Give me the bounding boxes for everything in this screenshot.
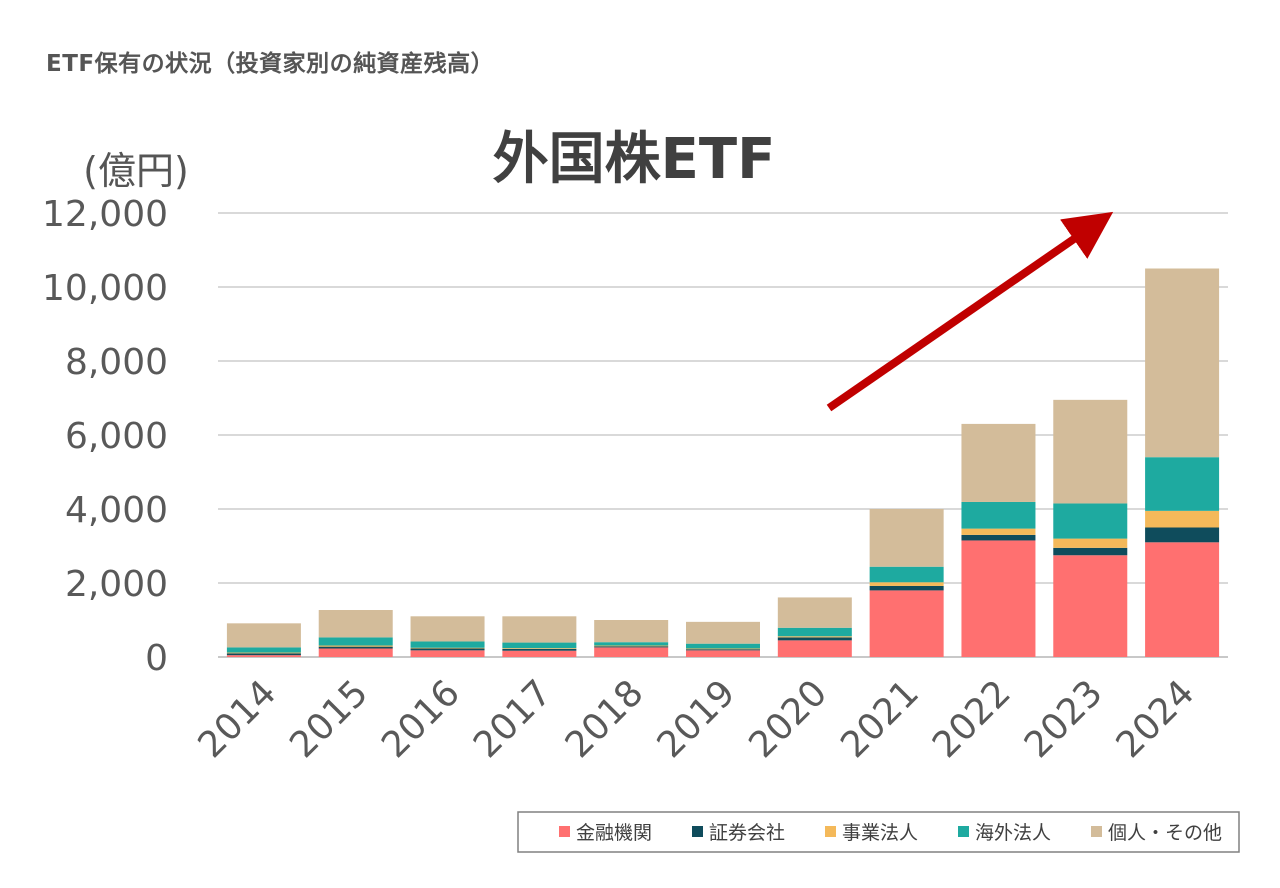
x-tick-label: 2015 [282, 672, 376, 766]
bar-segment [502, 648, 577, 651]
x-tick-label: 2019 [650, 672, 744, 766]
bar-segment [961, 534, 1036, 541]
bar-segment [502, 616, 577, 643]
x-tick-label: 2020 [741, 672, 835, 766]
legend-label: 証券会社 [709, 822, 785, 844]
bar-segment [686, 621, 760, 644]
x-tick-label: 2017 [466, 672, 560, 766]
bar-segment [318, 646, 393, 649]
bar-segment [1053, 503, 1128, 539]
bar-segment [1145, 457, 1220, 511]
legend-label: 事業法人 [842, 822, 918, 844]
legend-swatch [559, 826, 570, 837]
bar-segment [410, 616, 485, 642]
x-tick-label: 2014 [190, 672, 284, 766]
bar-segment [226, 647, 301, 653]
legend-swatch [958, 826, 969, 837]
y-tick-label: 6,000 [65, 416, 168, 457]
bar-segment [1145, 510, 1220, 528]
bar-segment [961, 501, 1036, 529]
bar-segment [410, 647, 485, 649]
y-tick-label: 0 [145, 638, 168, 679]
y-tick-labels: 0 2,000 4,000 6,000 8,000 10,000 12,000 [42, 194, 168, 679]
page-header: ETF保有の状況（投資家別の純資産残高） [46, 51, 495, 77]
bar-segment [961, 423, 1036, 502]
bar-segment [226, 623, 301, 648]
x-tick-label: 2021 [833, 672, 927, 766]
bar-segment [594, 646, 669, 648]
bar-segment [318, 648, 393, 657]
y-tick-label: 2,000 [65, 564, 168, 605]
legend-swatch [692, 826, 703, 837]
bar-segment [410, 650, 485, 657]
trend-arrow [826, 211, 1114, 412]
legend-swatch [825, 826, 836, 837]
legend-box [517, 811, 1240, 853]
bar-segment [410, 641, 485, 648]
chart-title: 外国株ETF [493, 127, 776, 192]
bar-segment [318, 645, 393, 647]
bar-segment [226, 655, 301, 657]
x-tick-label: 2023 [1017, 672, 1111, 766]
bar-segment [594, 642, 669, 646]
bar-segment [1145, 542, 1220, 657]
legend-label: 金融機関 [576, 822, 652, 844]
x-tick-label: 2024 [1109, 672, 1203, 766]
bar-segment [1053, 547, 1128, 556]
legend-label: 個人・その他 [1108, 822, 1222, 844]
legend-label: 海外法人 [975, 822, 1051, 844]
bar-segment [594, 647, 669, 657]
legend: 金融機関 証券会社 事業法人 海外法人 個人・その他 [517, 811, 1240, 853]
y-tick-label: 10,000 [42, 268, 168, 309]
bars [226, 268, 1220, 657]
bar-segment [1053, 538, 1128, 548]
bar-segment [1053, 555, 1128, 657]
bar-segment [226, 652, 301, 654]
bar-segment [686, 643, 760, 649]
bar-segment [226, 653, 301, 656]
x-tick-label: 2022 [925, 672, 1019, 766]
x-tick-labels: 2014201520162017201820192020202120222023… [190, 672, 1202, 766]
bar-segment [869, 582, 944, 586]
y-unit-label: (億円) [83, 149, 189, 193]
bar-segment [777, 627, 852, 637]
x-tick-label: 2016 [374, 672, 468, 766]
bar-segment [777, 636, 852, 638]
bar-segment [318, 637, 393, 646]
y-tick-label: 8,000 [65, 342, 168, 383]
bar-segment [594, 645, 669, 647]
bar-segment [686, 650, 760, 657]
bar-segment [869, 566, 944, 583]
bar-segment [686, 649, 760, 651]
bar-segment [410, 648, 485, 651]
bar-segment [1053, 399, 1128, 504]
bar-segment [1145, 527, 1220, 543]
bar-segment [594, 620, 669, 643]
x-tick-label: 2018 [558, 672, 652, 766]
bar-segment [777, 637, 852, 641]
bar-segment [869, 509, 944, 567]
bar-segment [869, 590, 944, 657]
bar-segment [777, 597, 852, 628]
legend-swatch [1091, 826, 1102, 837]
bar-segment [686, 648, 760, 650]
bar-segment [1145, 268, 1220, 458]
y-tick-label: 4,000 [65, 490, 168, 531]
bar-segment [318, 610, 393, 638]
bar-segment [869, 585, 944, 591]
bar-segment [961, 528, 1036, 535]
bar-segment [502, 642, 577, 649]
y-tick-label: 12,000 [42, 194, 168, 235]
bar-segment [961, 540, 1036, 657]
bar-segment [777, 640, 852, 657]
bar-segment [502, 650, 577, 657]
bar-segment [502, 648, 577, 649]
